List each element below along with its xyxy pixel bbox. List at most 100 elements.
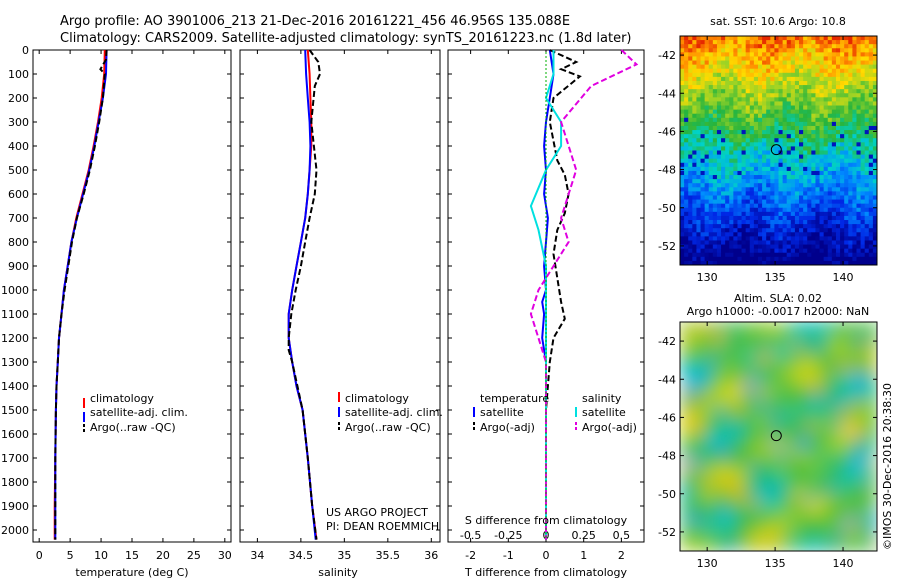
sla-cell (869, 400, 877, 409)
sst-cell (864, 191, 870, 196)
sst-cell (729, 191, 734, 196)
sst-cell (794, 113, 800, 119)
sst-cell (753, 166, 759, 172)
sst-cell (716, 236, 722, 241)
sst-cell (872, 228, 877, 233)
sst-cell (840, 154, 845, 160)
sst-cell (786, 68, 792, 74)
sst-cell (721, 72, 726, 78)
sla-cell (771, 393, 779, 402)
sst-cell (745, 240, 751, 246)
sst-cell (835, 170, 841, 176)
sla-cell (813, 329, 822, 337)
sla-cell (743, 322, 751, 330)
sst-cell (827, 121, 833, 127)
depth-tick-label: 1200 (1, 332, 29, 345)
sst-cell (799, 240, 804, 246)
sst-cell (872, 138, 877, 143)
sst-cell (864, 121, 870, 127)
sst-cell (823, 60, 829, 66)
sst-cell (766, 36, 771, 41)
sst-cell (684, 232, 689, 237)
sst-cell (745, 228, 751, 233)
sst-cell (827, 240, 833, 246)
sst-cell (831, 187, 837, 192)
sla-cell (687, 400, 695, 409)
sla-cell (785, 543, 794, 551)
sst-cell (700, 64, 706, 70)
sst-cell (753, 240, 759, 246)
sst-cell (749, 207, 755, 213)
sst-cell (749, 76, 755, 82)
sla-cell (764, 429, 772, 437)
depth-tick-label: 100 (8, 68, 29, 81)
sst-cell (774, 36, 779, 41)
sla-cell (743, 415, 751, 423)
depth-tick-label: 1800 (1, 476, 29, 489)
sla-cell (799, 536, 808, 545)
sst-cell (807, 232, 812, 237)
sla-cell (855, 343, 864, 352)
sst-cell (831, 36, 837, 41)
sla-cell (680, 322, 688, 330)
sla-cell (820, 493, 829, 502)
sla-cell (820, 393, 829, 402)
sst-cell (757, 154, 763, 160)
sla-cell (701, 393, 709, 402)
sla-cell (729, 500, 737, 509)
legend-header-salinity: salinity (582, 392, 622, 405)
sst-cell (794, 256, 800, 262)
sst-cell (827, 130, 833, 135)
sst-cell (872, 40, 877, 45)
sla-cell (701, 486, 709, 495)
sst-cell (696, 215, 702, 221)
sst-cell (811, 60, 816, 66)
sst-cell (815, 224, 821, 229)
sst-cell (684, 244, 689, 250)
sla-cell (827, 543, 836, 551)
sst-cell (831, 68, 837, 74)
sst-cell (741, 142, 747, 147)
sst-cell (733, 220, 738, 225)
sst-cell (844, 93, 849, 98)
sst-cell (840, 113, 845, 119)
sla-cell (813, 443, 822, 452)
sla-cell (827, 486, 836, 495)
sst-cell (790, 158, 796, 164)
sla-cell (736, 443, 744, 452)
sla-cell (694, 415, 702, 423)
sla-cell (785, 372, 794, 380)
sla-cell (708, 393, 716, 402)
sla-cell (694, 400, 702, 409)
sst-cell (831, 224, 837, 229)
sla-cell (848, 350, 857, 359)
sst-cell (737, 191, 743, 196)
sla-cell (820, 357, 829, 366)
sla-cell (722, 443, 730, 452)
sst-cell (680, 76, 685, 82)
sst-cell (807, 64, 812, 70)
sst-cell (864, 232, 870, 237)
sla-cell (694, 350, 702, 359)
sst-cell (868, 60, 874, 66)
sst-cell (684, 236, 689, 241)
sst-cell (811, 150, 816, 156)
sst-cell (770, 158, 775, 164)
sst-cell (688, 76, 693, 82)
sla-cell (729, 515, 737, 523)
sst-cell (688, 236, 693, 241)
sst-cell (741, 252, 747, 258)
sst-cell (712, 203, 718, 209)
sst-cell (815, 48, 821, 53)
sla-cell (701, 515, 709, 523)
sst-cell (753, 150, 759, 156)
sst-cell (782, 125, 788, 131)
sst-cell (741, 220, 747, 225)
sst-cell (684, 228, 689, 233)
sla-cell (715, 372, 723, 380)
sst-cell (799, 36, 804, 41)
sst-cell (757, 130, 763, 135)
sst-cell (831, 244, 837, 250)
sla-cell (736, 543, 744, 551)
sst-cell (737, 52, 743, 57)
